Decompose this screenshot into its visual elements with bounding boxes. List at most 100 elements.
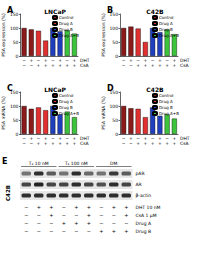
svg-text:−: − — [37, 220, 41, 226]
svg-text:A: A — [7, 6, 14, 15]
svg-text:+: + — [172, 141, 176, 146]
svg-text:+: + — [136, 141, 140, 146]
svg-text:−: − — [62, 228, 66, 234]
svg-text:−: − — [49, 228, 53, 234]
svg-text:100: 100 — [10, 104, 19, 109]
svg-text:C42B: C42B — [146, 86, 164, 93]
svg-text:−: − — [24, 204, 28, 210]
svg-text:−: − — [122, 63, 126, 68]
svg-text:−: − — [99, 220, 103, 226]
svg-text:Drug B: Drug B — [159, 105, 173, 110]
svg-text:−: − — [24, 228, 28, 234]
svg-text:Control: Control — [59, 93, 73, 98]
svg-text:DM: DM — [110, 161, 117, 166]
svg-text:50: 50 — [13, 118, 19, 123]
svg-text:+: + — [143, 141, 147, 146]
svg-text:T₃ 100 nM: T₃ 100 nM — [64, 161, 88, 166]
svg-text:+: + — [151, 63, 155, 68]
svg-text:Drug B: Drug B — [59, 27, 73, 32]
svg-text:β-actin: β-actin — [136, 193, 152, 198]
svg-text:−: − — [24, 220, 28, 226]
svg-text:+: + — [74, 220, 78, 226]
svg-text:−: − — [22, 63, 26, 68]
svg-text:0: 0 — [115, 132, 118, 137]
svg-text:−: − — [99, 204, 103, 210]
svg-text:−: − — [99, 212, 103, 218]
svg-text:+: + — [58, 141, 62, 146]
svg-text:−: − — [24, 212, 28, 218]
svg-text:T₃ 10 nM: T₃ 10 nM — [28, 161, 49, 166]
svg-text:+: + — [65, 63, 69, 68]
svg-text:+: + — [112, 204, 116, 210]
svg-text:E: E — [2, 157, 7, 166]
svg-text:100: 100 — [109, 104, 118, 109]
svg-text:+: + — [49, 212, 53, 218]
svg-text:+: + — [124, 228, 128, 234]
svg-text:+: + — [44, 141, 48, 146]
svg-text:Drug B: Drug B — [136, 229, 152, 234]
svg-text:−: − — [49, 220, 53, 226]
svg-text:AR: AR — [136, 182, 142, 187]
svg-text:+: + — [136, 63, 140, 68]
svg-text:−: − — [129, 141, 133, 146]
svg-text:−: − — [112, 220, 116, 226]
svg-text:−: − — [62, 212, 66, 218]
svg-text:CsA 1 µM: CsA 1 µM — [136, 213, 157, 218]
svg-text:+: + — [158, 63, 162, 68]
svg-text:+: + — [99, 228, 103, 234]
svg-text:−: − — [74, 228, 78, 234]
svg-text:C42B: C42B — [5, 185, 11, 201]
svg-text:CsA: CsA — [180, 141, 189, 146]
svg-text:CsA: CsA — [80, 141, 89, 146]
svg-text:pAR: pAR — [136, 171, 145, 176]
svg-text:+: + — [165, 63, 169, 68]
svg-text:100: 100 — [109, 26, 118, 31]
svg-text:−: − — [29, 63, 33, 68]
svg-text:Drug A: Drug A — [136, 221, 152, 226]
svg-text:LNCaP: LNCaP — [44, 8, 66, 15]
svg-text:LNCaP: LNCaP — [44, 86, 66, 93]
svg-text:−: − — [87, 228, 91, 234]
svg-text:+: + — [58, 63, 62, 68]
svg-text:D: D — [107, 84, 114, 93]
svg-text:+: + — [37, 141, 41, 146]
svg-text:Control: Control — [159, 93, 173, 98]
svg-text:−: − — [122, 141, 126, 146]
svg-text:B: B — [107, 6, 113, 15]
svg-text:CsA: CsA — [80, 63, 89, 68]
svg-text:Drug B: Drug B — [159, 27, 173, 32]
svg-text:+: + — [112, 228, 116, 234]
svg-text:50: 50 — [13, 40, 19, 45]
svg-text:PSA expression (%): PSA expression (%) — [1, 13, 6, 57]
svg-text:0: 0 — [115, 54, 118, 59]
svg-text:Control: Control — [59, 15, 73, 20]
svg-text:Control: Control — [159, 15, 173, 20]
svg-text:−: − — [112, 212, 116, 218]
svg-text:50: 50 — [112, 40, 118, 45]
svg-text:+: + — [37, 63, 41, 68]
svg-text:−: − — [37, 212, 41, 218]
svg-text:+: + — [87, 204, 91, 210]
svg-text:Drug A: Drug A — [59, 21, 73, 26]
svg-text:+: + — [87, 220, 91, 226]
svg-text:+: + — [62, 220, 66, 226]
svg-text:−: − — [37, 228, 41, 234]
svg-text:PSA expression (%): PSA expression (%) — [101, 13, 106, 57]
svg-text:+: + — [172, 63, 176, 68]
svg-text:C: C — [7, 84, 13, 93]
svg-text:C42B: C42B — [146, 8, 164, 15]
svg-text:−: − — [29, 141, 33, 146]
svg-text:+: + — [65, 141, 69, 146]
svg-text:0: 0 — [16, 54, 19, 59]
svg-text:Drug B: Drug B — [59, 105, 73, 110]
svg-text:+: + — [37, 204, 41, 210]
svg-text:+: + — [87, 212, 91, 218]
svg-text:Drug A+B: Drug A+B — [159, 111, 179, 116]
svg-text:Drug A: Drug A — [59, 99, 73, 104]
svg-text:+: + — [158, 141, 162, 146]
svg-text:+: + — [143, 63, 147, 68]
svg-text:−: − — [129, 63, 133, 68]
svg-text:−: − — [22, 141, 26, 146]
svg-text:−: − — [124, 220, 128, 226]
svg-text:Drug A: Drug A — [159, 99, 173, 104]
